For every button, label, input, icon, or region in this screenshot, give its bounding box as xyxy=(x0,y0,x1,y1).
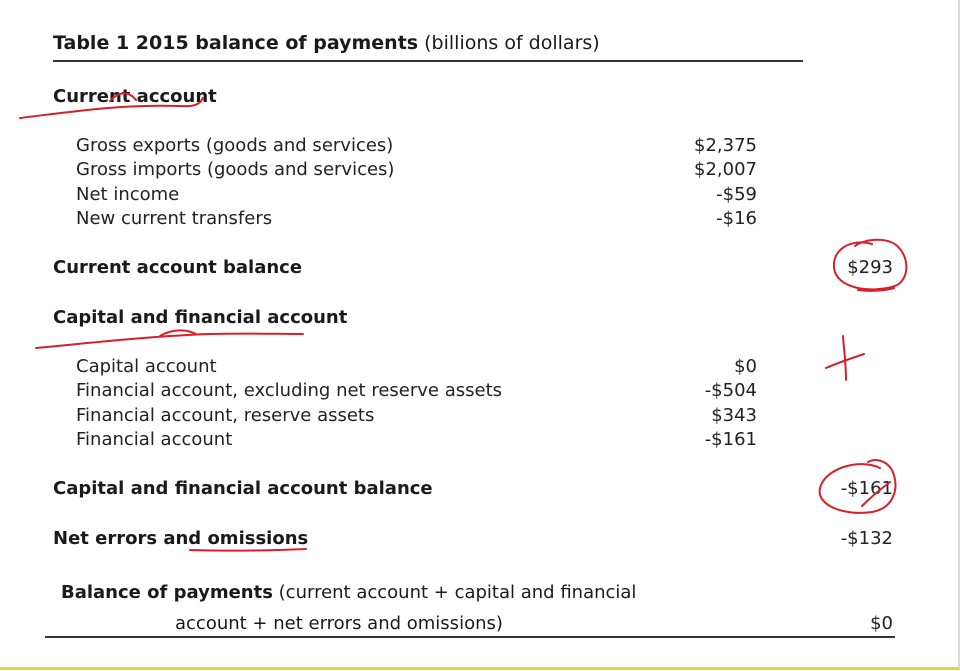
bop-label-bold: Balance of payments xyxy=(61,582,273,603)
item-label: Financial account xyxy=(76,429,233,450)
item-label: Gross imports (goods and services) xyxy=(76,159,395,180)
net-errors-value: -$132 xyxy=(840,528,893,549)
bop-label-rest: (current account + capital and financial xyxy=(278,582,637,603)
item-value: $2,007 xyxy=(694,159,757,180)
capital-financial-balance-label: Capital and financial account balance xyxy=(53,478,433,499)
capital-financial-balance-value: -$161 xyxy=(840,478,893,499)
table-title-unit: (billions of dollars) xyxy=(424,32,600,54)
balance-of-payments-value: $0 xyxy=(870,613,893,634)
item-label: Gross exports (goods and services) xyxy=(76,135,394,156)
current-account-balance-label: Current account balance xyxy=(53,257,303,278)
item-value: $343 xyxy=(711,405,757,426)
item-value: $0 xyxy=(734,356,757,377)
current-account-heading: Current account xyxy=(53,86,217,107)
table-title: Table 1 2015 balance of payments (billio… xyxy=(53,32,803,62)
balance-of-payments-label: Balance of payments (current account + c… xyxy=(61,582,636,603)
item-label: New current transfers xyxy=(76,208,273,229)
item-value: -$16 xyxy=(716,208,757,229)
bottom-rule xyxy=(45,636,895,638)
item-value: -$59 xyxy=(716,184,757,205)
current-account-balance-value: $293 xyxy=(847,257,893,278)
item-label: Capital account xyxy=(76,356,217,377)
item-value: -$161 xyxy=(704,429,757,450)
net-errors-label: Net errors and omissions xyxy=(53,528,309,549)
item-label: Financial account, reserve assets xyxy=(76,405,375,426)
bop-label-line2: account + net errors and omissions) xyxy=(175,613,503,634)
item-value: -$504 xyxy=(704,380,757,401)
item-value: $2,375 xyxy=(694,135,757,156)
item-label: Financial account, excluding net reserve… xyxy=(76,380,503,401)
capital-financial-heading: Capital and financial account xyxy=(53,307,348,328)
table-title-main: Table 1 2015 balance of payments xyxy=(53,32,419,54)
item-label: Net income xyxy=(76,184,180,205)
